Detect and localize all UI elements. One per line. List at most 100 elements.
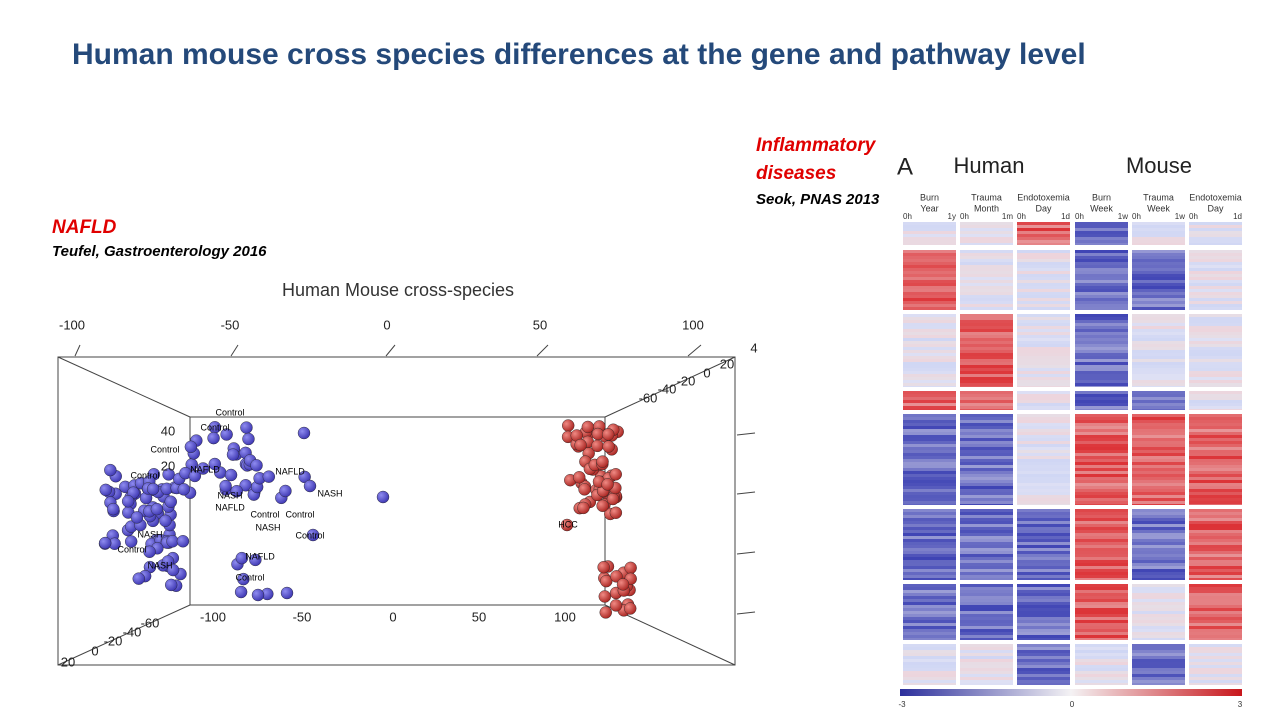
heatmap-stripe: [1075, 483, 1128, 486]
heatmap-stripe: [1189, 584, 1242, 587]
heatmap-stripe: [960, 298, 1013, 301]
heatmap-stripe: [1132, 656, 1185, 659]
heatmap-stripe: [903, 477, 956, 480]
heatmap-stripe: [1017, 611, 1070, 614]
heatmap-stripe: [1075, 504, 1128, 505]
heatmap-stripe: [903, 307, 956, 310]
heatmap-stripe: [960, 572, 1013, 575]
heatmap: [903, 222, 1242, 685]
heatmap-stripe: [1075, 409, 1128, 410]
heatmap-stripe: [1132, 441, 1185, 444]
heatmap-stripe: [1132, 539, 1185, 542]
heatmap-stripe: [1075, 563, 1128, 566]
heatmap-stripe: [903, 274, 956, 277]
heatmap-stripe: [1189, 638, 1242, 640]
heatmap-stripe: [960, 539, 1013, 542]
heatmap-stripe: [1017, 486, 1070, 489]
heatmap-stripe: [1189, 420, 1242, 423]
point: [188, 469, 202, 483]
heatmap-stripe: [903, 344, 956, 347]
heatmap-stripe: [1075, 265, 1128, 268]
heatmap-stripe: [1075, 414, 1128, 417]
heatmap-stripe: [1132, 301, 1185, 304]
heatmap-stripe: [903, 414, 956, 417]
heatmap-stripe: [903, 659, 956, 662]
heatmap-stripe: [903, 584, 956, 587]
heatmap-stripe: [903, 656, 956, 659]
heatmap-stripe: [1132, 668, 1185, 671]
heatmap-stripe: [1189, 362, 1242, 365]
tick-label: -40: [658, 381, 677, 396]
heatmap-stripe: [1017, 406, 1070, 409]
heatmap-stripe: [960, 465, 1013, 468]
heatmap-stripe: [960, 314, 1013, 317]
heatmap-stripe: [1132, 521, 1185, 524]
heatmap-stripe: [1075, 623, 1128, 626]
heatmap-stripe: [1017, 332, 1070, 335]
heatmap-stripe: [1075, 341, 1128, 344]
heatmap-stripe: [1017, 587, 1070, 590]
heatmap-stripe: [1132, 283, 1185, 286]
heatmap-stripe: [1189, 477, 1242, 480]
heatmap-stripe: [1132, 280, 1185, 283]
heatmap-stripe: [1132, 406, 1185, 409]
tick-label: 20: [161, 458, 175, 473]
heatmap-stripe: [960, 231, 1013, 234]
heatmap-stripe: [1017, 317, 1070, 320]
heatmap-stripe: [903, 359, 956, 362]
heatmap-stripe: [960, 486, 1013, 489]
heatmap-stripe: [960, 614, 1013, 617]
point-label: NASH: [217, 490, 242, 500]
heatmap-stripe: [1017, 377, 1070, 380]
heatmap-stripe: [903, 554, 956, 557]
heatmap-stripe: [960, 665, 1013, 668]
heatmap-stripe: [1075, 590, 1128, 593]
point: [224, 468, 238, 482]
heatmap-stripe: [1075, 638, 1128, 640]
point: [146, 482, 160, 496]
heatmap-stripe: [1132, 501, 1185, 504]
heatmap-stripe: [1132, 429, 1185, 432]
heatmap-stripe: [1132, 338, 1185, 341]
heatmap-stripe: [960, 611, 1013, 614]
heatmap-stripe: [1189, 359, 1242, 362]
heatmap-stripe: [960, 237, 1013, 240]
heatmap-stripe: [960, 509, 1013, 512]
heatmap-stripe: [1132, 674, 1185, 677]
heatmap-stripe: [903, 575, 956, 578]
heatmap-stripe: [1017, 602, 1070, 605]
heatmap-stripe: [1075, 317, 1128, 320]
heatmap-stripe: [1189, 650, 1242, 653]
heatmap-stripe: [1017, 659, 1070, 662]
heatmap-stripe: [960, 521, 1013, 524]
column-label: Week: [1090, 203, 1113, 213]
heatmap-stripe: [960, 256, 1013, 259]
heatmap-stripe: [1017, 536, 1070, 539]
heatmap-stripe: [1132, 474, 1185, 477]
heatmap-stripe: [1017, 512, 1070, 515]
heatmap-stripe: [960, 338, 1013, 341]
heatmap-stripe: [1017, 426, 1070, 429]
heatmap-stripe: [960, 429, 1013, 432]
column-range: 0h: [1075, 212, 1084, 221]
heatmap-stripe: [1132, 295, 1185, 298]
heatmap-stripe: [960, 438, 1013, 441]
heatmap-stripe: [903, 518, 956, 521]
heatmap-stripe: [1075, 629, 1128, 632]
heatmap-stripe: [1017, 524, 1070, 527]
heatmap-stripe: [960, 280, 1013, 283]
heatmap-stripe: [1017, 432, 1070, 435]
heatmap-stripe: [1075, 262, 1128, 265]
colorbar: [900, 689, 1242, 696]
heatmap-stripe: [960, 420, 1013, 423]
heatmap-stripe: [1017, 307, 1070, 310]
heatmap-stripe: [1017, 350, 1070, 353]
heatmap-stripe: [903, 256, 956, 259]
heatmap-stripe: [1017, 680, 1070, 683]
heatmap-stripe: [903, 317, 956, 320]
citation: Seok, PNAS 2013: [756, 191, 880, 208]
heatmap-stripe: [903, 560, 956, 563]
heatmap-stripe: [1075, 274, 1128, 277]
heatmap-stripe: [903, 417, 956, 420]
heatmap-stripe: [1189, 486, 1242, 489]
